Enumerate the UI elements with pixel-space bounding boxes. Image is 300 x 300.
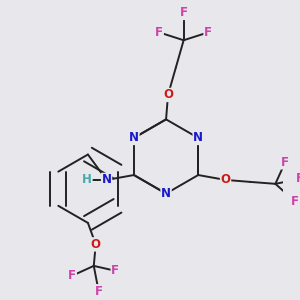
Text: N: N	[193, 131, 203, 144]
Text: F: F	[180, 6, 188, 20]
Text: N: N	[102, 173, 112, 186]
Text: F: F	[155, 26, 163, 39]
Text: F: F	[204, 26, 212, 39]
Text: F: F	[95, 285, 103, 298]
Text: H: H	[82, 173, 92, 186]
Text: F: F	[68, 269, 76, 282]
Text: F: F	[296, 172, 300, 185]
Text: F: F	[291, 195, 299, 208]
Text: N: N	[129, 131, 139, 144]
Text: N: N	[161, 187, 171, 200]
Text: O: O	[163, 88, 173, 101]
Text: F: F	[111, 264, 119, 277]
Text: O: O	[91, 238, 101, 251]
Text: F: F	[281, 156, 289, 169]
Text: O: O	[220, 173, 231, 186]
